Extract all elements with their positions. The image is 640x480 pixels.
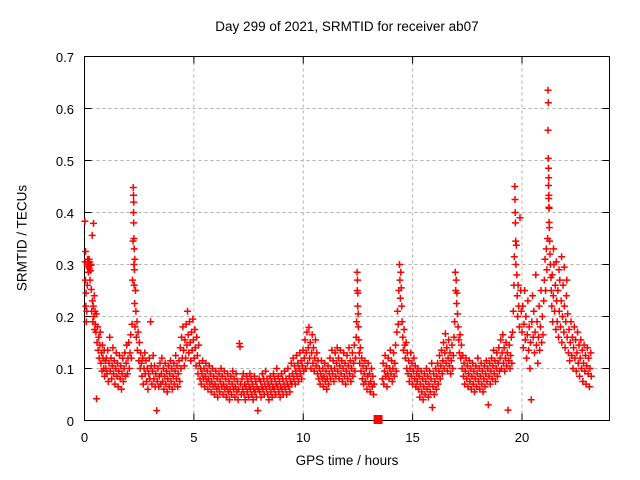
y-tick-label: 0.3 <box>55 257 74 273</box>
x-tick-label: 0 <box>80 430 89 445</box>
data-points <box>81 86 595 415</box>
y-tick-label: 0.1 <box>55 361 74 377</box>
chart-title: Day 299 of 2021, SRMTID for receiver ab0… <box>215 19 479 34</box>
x-axis-label: GPS time / hours <box>295 453 399 468</box>
x-tick-label: 5 <box>190 430 198 445</box>
y-tick-label: 0.2 <box>55 309 74 325</box>
y-tick-label: 0.7 <box>55 49 74 65</box>
y-tick-label: 0 <box>66 413 74 429</box>
y-tick-label: 0.6 <box>55 101 74 117</box>
x-tick-label: 10 <box>296 430 311 445</box>
y-tick-label: 0.5 <box>55 153 74 169</box>
gap-marker <box>373 415 383 424</box>
x-tick-label: 15 <box>405 430 420 445</box>
y-tick-label: 0.4 <box>55 205 74 221</box>
plot-border <box>84 56 610 421</box>
x-tick-label: 20 <box>514 430 530 445</box>
